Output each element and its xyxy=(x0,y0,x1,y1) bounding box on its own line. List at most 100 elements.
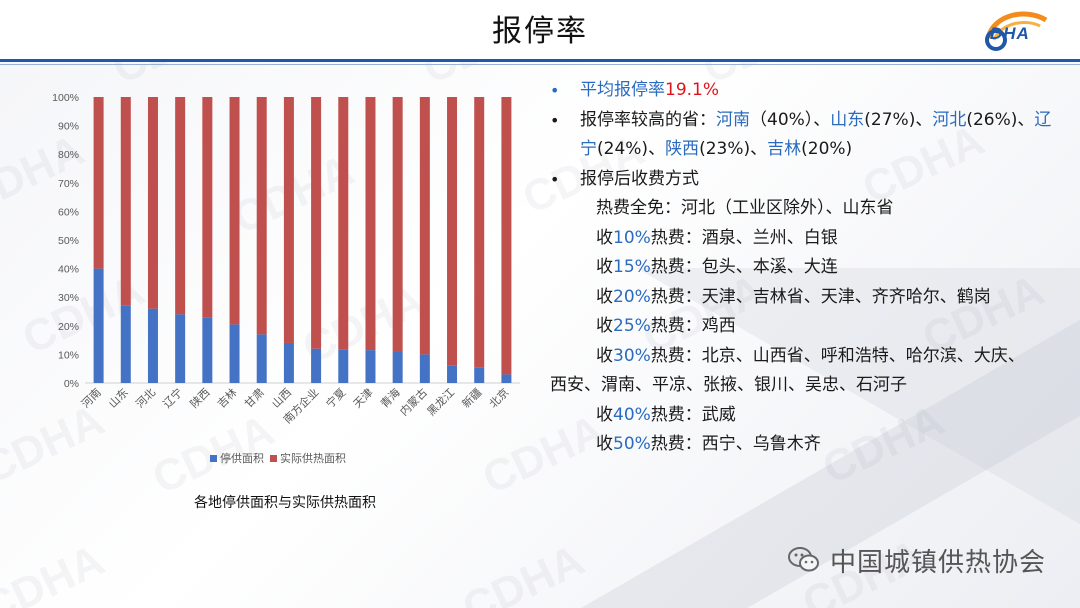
bar-segment-stopped xyxy=(474,367,485,383)
fee-line: 收25%热费：鸡西 xyxy=(548,312,1068,342)
logo-swoosh-icon xyxy=(985,11,1048,51)
province-name: 辽宁 xyxy=(580,109,1052,160)
province-name: 河南 xyxy=(716,109,750,130)
fee-prefix: 收 xyxy=(596,345,613,366)
x-tick-label: 山东 xyxy=(106,386,131,411)
bar-segment-stopped xyxy=(283,342,294,383)
province-rate: (23%) xyxy=(699,139,751,159)
bar-segment-stopped xyxy=(147,308,158,383)
legend-label: 停供面积 xyxy=(220,451,264,465)
fee-cities: 热费：武威 xyxy=(650,404,736,425)
x-tick-label: 新疆 xyxy=(459,385,484,410)
bar-segment-stopped xyxy=(392,351,403,383)
legend-swatch xyxy=(270,455,277,462)
x-tick-label: 陕西 xyxy=(187,385,212,410)
footer-org-name: 中国城镇供热协会 xyxy=(829,547,1046,578)
y-tick-label: 60% xyxy=(58,206,79,218)
average-rate-value: 19.1% xyxy=(665,80,720,100)
fee-line: 收30%热费：北京、山西省、呼和浩特、哈尔滨、大庆、 xyxy=(548,342,1068,372)
header-divider xyxy=(0,64,1080,65)
province-name: 吉林 xyxy=(767,139,802,159)
y-tick-label: 10% xyxy=(58,349,79,361)
watermark: CDHA xyxy=(0,535,112,608)
x-tick-label: 宁夏 xyxy=(323,385,348,410)
bar-segment-actual xyxy=(283,97,294,343)
y-tick-label: 0% xyxy=(64,378,79,390)
x-tick-label: 河北 xyxy=(133,386,158,411)
stacked-bar-chart: 0% 10% 20% 30% 40% 50% 60% 70% 80% 90% 100% 河南 山东 河北辽… xyxy=(40,80,530,480)
province-name: 陕西 xyxy=(665,139,700,159)
bullet: • xyxy=(550,110,560,130)
bar-segment-actual xyxy=(175,97,186,315)
y-tick-label: 100% xyxy=(52,92,79,104)
bar-segment-actual xyxy=(147,97,158,309)
fee-prefix: 收 xyxy=(596,404,613,425)
top-provinces-line: • 报停率较高的省：河南（40%）、山东(27%)、河北(26%)、辽宁(24%… xyxy=(548,106,1068,165)
bar-segment-stopped xyxy=(447,365,458,383)
province-rate: (27%) xyxy=(864,109,916,130)
bar-segment-stopped xyxy=(365,350,376,383)
bar-segment-stopped xyxy=(338,349,349,383)
bar-segment-actual xyxy=(202,97,213,318)
fee-cities: 热费：酒泉、兰州、白银 xyxy=(650,227,838,248)
legend-swatch xyxy=(210,455,217,462)
bar-segment-stopped xyxy=(175,314,186,383)
summary-panel: • 平均报停率19.1% • 报停率较高的省：河南（40%）、山东(27%)、河… xyxy=(548,76,1068,460)
fee-prefix: 收 xyxy=(596,286,613,307)
bar-segment-actual xyxy=(229,97,240,325)
bar-segment-stopped xyxy=(229,324,240,383)
bullet: • xyxy=(550,81,560,100)
fee-percent: 15% xyxy=(613,257,651,277)
x-tick-label: 天津 xyxy=(351,386,376,411)
fee-cities: 热费：鸡西 xyxy=(650,316,736,336)
bar-segment-actual xyxy=(447,97,458,366)
fee-prefix: 收 xyxy=(596,227,613,248)
y-tick-label: 90% xyxy=(58,121,79,133)
x-tick-label: 内蒙古 xyxy=(397,385,430,418)
fee-percent: 40% xyxy=(613,404,651,425)
wechat-icon xyxy=(787,547,819,572)
separator: 、 xyxy=(648,139,666,159)
chart-caption: 各地停供面积与实际供热面积 xyxy=(194,495,376,511)
fee-cities: 热费：包头、本溪、大连 xyxy=(650,257,838,277)
y-tick-label: 20% xyxy=(58,321,79,333)
x-tick-label: 吉林 xyxy=(214,385,239,410)
fee-prefix: 收 xyxy=(596,434,613,454)
page-title: 报停率 xyxy=(492,14,588,49)
bar-segment-stopped xyxy=(501,374,512,383)
charging-method-label: 报停后收费方式 xyxy=(580,168,699,189)
y-tick-label: 80% xyxy=(58,149,79,161)
province-rate: (24%) xyxy=(597,139,649,159)
bar-segment-actual xyxy=(365,97,376,351)
province-rate: (26%) xyxy=(966,109,1018,130)
province-rate: （40%） xyxy=(750,109,814,130)
x-tick-label: 辽宁 xyxy=(160,385,185,410)
bar-segment-actual xyxy=(392,97,403,352)
fee-cities: 热费：北京、山西省、呼和浩特、哈尔滨、大庆、 xyxy=(650,345,1025,366)
bar-segment-actual xyxy=(120,97,131,306)
x-tick-label: 黑龙江 xyxy=(425,386,458,419)
x-tick-label: 甘肃 xyxy=(242,386,267,411)
separator: 、 xyxy=(915,109,933,130)
bar-segment-stopped xyxy=(419,354,430,383)
bar-segment-stopped xyxy=(311,348,322,383)
bar-segment-stopped xyxy=(202,317,213,383)
bar-segment-stopped xyxy=(93,268,104,383)
bar-segment-actual xyxy=(93,97,104,269)
y-tick-label: 40% xyxy=(58,264,79,276)
charging-method-heading: • 报停后收费方式 xyxy=(548,165,1068,195)
fee-percent: 50% xyxy=(613,434,651,454)
province-rate: (20%) xyxy=(801,139,853,159)
chart-svg: 0% 10% 20% 30% 40% 50% 60% 70% 80% 90% 100% 河南 山东 河北辽… xyxy=(52,92,520,465)
fee-line: 收50%热费：西宁、乌鲁木齐 xyxy=(548,430,1068,460)
fee-percent: 25% xyxy=(613,316,651,336)
footer-brand: 中国城镇供热协会 xyxy=(787,540,1046,580)
fee-line-continuation: 西安、渭南、平凉、张掖、银川、吴忠、石河子 xyxy=(550,375,907,395)
y-tick-label: 50% xyxy=(58,235,79,247)
top-provinces-prefix: 报停率较高的省： xyxy=(580,109,716,130)
fee-percent: 10% xyxy=(613,227,651,248)
header-bar: 报停率 DHA xyxy=(0,0,1080,62)
separator: 、 xyxy=(750,139,768,159)
fee-percent: 20% xyxy=(613,286,651,307)
bar-segment-actual xyxy=(501,97,512,375)
